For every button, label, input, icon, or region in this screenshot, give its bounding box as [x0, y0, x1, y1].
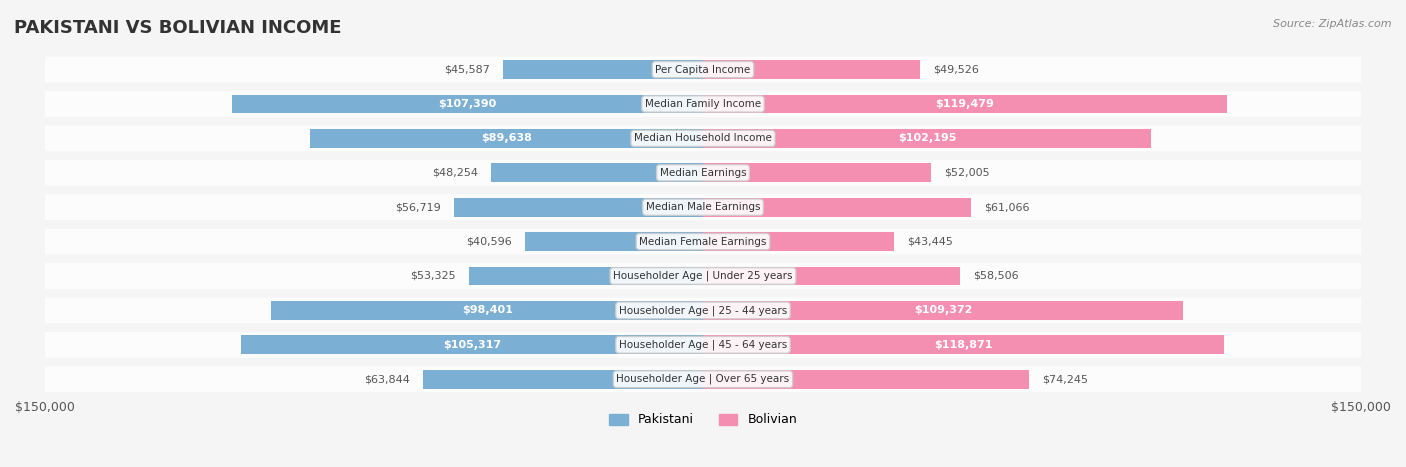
Bar — [470, 267, 703, 285]
Text: $63,844: $63,844 — [364, 374, 409, 384]
FancyBboxPatch shape — [45, 160, 1361, 186]
Text: $40,596: $40,596 — [465, 237, 512, 247]
Text: Median Female Earnings: Median Female Earnings — [640, 237, 766, 247]
FancyBboxPatch shape — [45, 229, 1361, 255]
Bar — [703, 163, 931, 182]
Bar — [240, 335, 703, 354]
Text: Median Earnings: Median Earnings — [659, 168, 747, 178]
Text: $61,066: $61,066 — [984, 202, 1029, 212]
Text: $109,372: $109,372 — [914, 305, 972, 315]
FancyBboxPatch shape — [45, 297, 1361, 323]
FancyBboxPatch shape — [45, 263, 1361, 289]
Bar — [271, 301, 703, 320]
Text: $49,526: $49,526 — [934, 64, 980, 75]
FancyBboxPatch shape — [45, 57, 1361, 83]
Text: Householder Age | 25 - 44 years: Householder Age | 25 - 44 years — [619, 305, 787, 316]
Bar — [703, 129, 1152, 148]
Bar — [703, 267, 960, 285]
Text: Per Capita Income: Per Capita Income — [655, 64, 751, 75]
Bar — [491, 163, 703, 182]
Text: $105,317: $105,317 — [443, 340, 501, 350]
Bar — [703, 370, 1029, 389]
FancyBboxPatch shape — [45, 126, 1361, 151]
Text: $56,719: $56,719 — [395, 202, 441, 212]
Text: $119,479: $119,479 — [935, 99, 994, 109]
Text: $98,401: $98,401 — [461, 305, 513, 315]
Text: PAKISTANI VS BOLIVIAN INCOME: PAKISTANI VS BOLIVIAN INCOME — [14, 19, 342, 37]
FancyBboxPatch shape — [45, 91, 1361, 117]
Text: $102,195: $102,195 — [898, 134, 956, 143]
Bar — [454, 198, 703, 217]
Text: $118,871: $118,871 — [935, 340, 993, 350]
Bar — [703, 60, 921, 79]
Legend: Pakistani, Bolivian: Pakistani, Bolivian — [603, 409, 803, 432]
Bar — [703, 94, 1227, 113]
FancyBboxPatch shape — [45, 366, 1361, 392]
Text: Householder Age | Over 65 years: Householder Age | Over 65 years — [616, 374, 790, 384]
Text: Source: ZipAtlas.com: Source: ZipAtlas.com — [1274, 19, 1392, 28]
Bar — [703, 301, 1182, 320]
Text: Median Household Income: Median Household Income — [634, 134, 772, 143]
Text: $48,254: $48,254 — [432, 168, 478, 178]
Text: Median Male Earnings: Median Male Earnings — [645, 202, 761, 212]
Bar — [524, 232, 703, 251]
FancyBboxPatch shape — [45, 332, 1361, 358]
Bar — [703, 198, 972, 217]
Text: $107,390: $107,390 — [439, 99, 496, 109]
Bar — [503, 60, 703, 79]
Text: $89,638: $89,638 — [481, 134, 531, 143]
Bar — [703, 232, 894, 251]
Bar — [703, 335, 1225, 354]
Text: Householder Age | Under 25 years: Householder Age | Under 25 years — [613, 271, 793, 281]
Bar — [309, 129, 703, 148]
Text: $43,445: $43,445 — [907, 237, 953, 247]
Bar — [423, 370, 703, 389]
Text: $45,587: $45,587 — [444, 64, 489, 75]
Text: $52,005: $52,005 — [945, 168, 990, 178]
Text: $74,245: $74,245 — [1042, 374, 1088, 384]
Text: Householder Age | 45 - 64 years: Householder Age | 45 - 64 years — [619, 340, 787, 350]
Bar — [232, 94, 703, 113]
Text: $53,325: $53,325 — [411, 271, 456, 281]
FancyBboxPatch shape — [45, 194, 1361, 220]
Text: Median Family Income: Median Family Income — [645, 99, 761, 109]
Text: $58,506: $58,506 — [973, 271, 1018, 281]
